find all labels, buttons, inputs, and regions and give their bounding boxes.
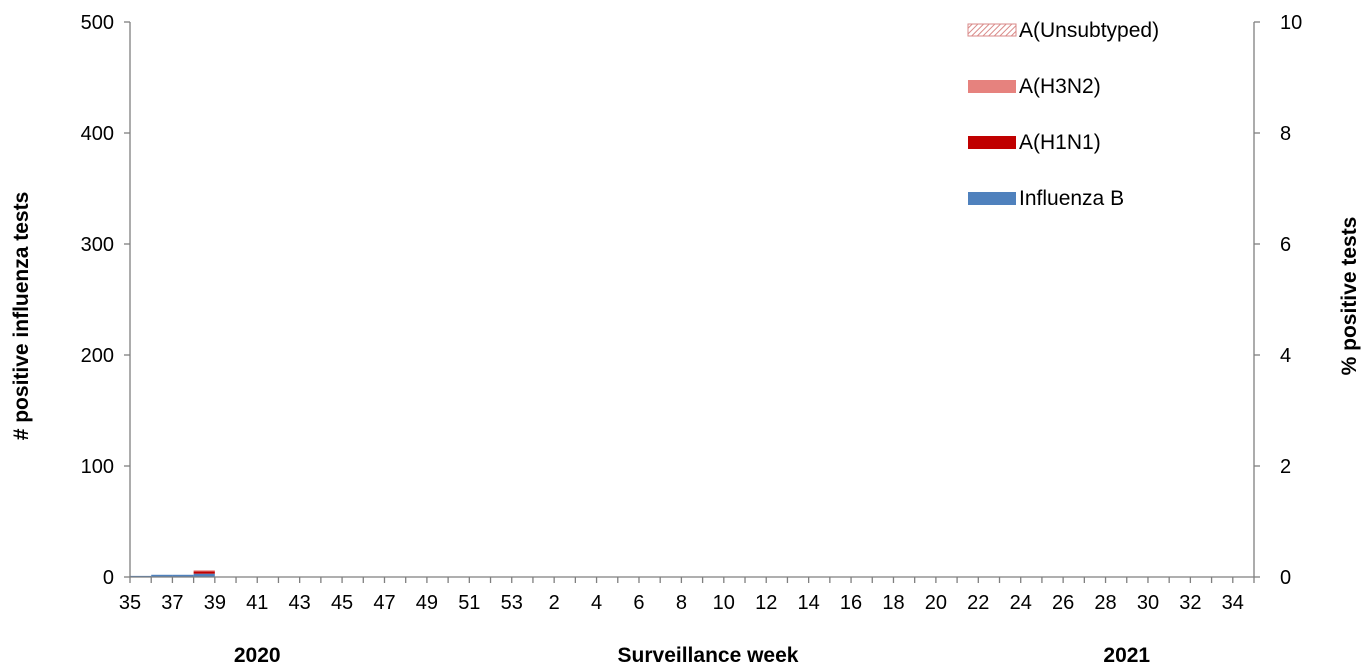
right-y-tick-label: 6 [1280, 234, 1291, 256]
right-y-tick-label: 2 [1280, 456, 1291, 478]
left-y-axis-title: # positive influenza tests [10, 192, 33, 441]
legend-label: A(H3N2) [1019, 75, 1101, 98]
x-tick-label: 51 [458, 592, 480, 614]
right-y-tick-label: 10 [1280, 12, 1302, 34]
x-tick-label: 4 [591, 592, 602, 614]
bar-a-h3n2 [193, 570, 215, 572]
x-tick-label: 10 [713, 592, 735, 614]
legend-swatch [968, 192, 1016, 205]
x-tick-label: 16 [840, 592, 862, 614]
legend: A(Unsubtyped) A(H3N2) A(H1N1) Influenza B [967, 19, 1159, 210]
left-y-tick-label: 0 [103, 567, 114, 589]
right-y-tick-label: 4 [1280, 345, 1291, 367]
x-tick-label: 28 [1094, 592, 1116, 614]
left-y-tick-label: 200 [81, 345, 114, 367]
legend-swatch [968, 80, 1016, 93]
x-tick-label: 6 [633, 592, 644, 614]
year-labels: 2020 2021 [234, 644, 1151, 665]
x-tick-label: 22 [967, 592, 989, 614]
x-axis-title: Surveillance week [618, 644, 799, 665]
x-tick-label: 34 [1222, 592, 1244, 614]
bar-influenza-b [193, 573, 215, 577]
left-y-tick-label: 400 [81, 123, 114, 145]
x-tick-label: 30 [1137, 592, 1159, 614]
x-tick-label: 24 [1010, 592, 1032, 614]
x-tick-label: 26 [1052, 592, 1074, 614]
x-tick-label: 18 [882, 592, 904, 614]
bar-influenza-b [151, 574, 173, 577]
x-tick-label: 39 [204, 592, 226, 614]
x-tick-label: 32 [1179, 592, 1201, 614]
right-y-tick-label: 0 [1280, 567, 1291, 589]
legend-label: Influenza B [1019, 187, 1124, 210]
bar-a-h1n1 [193, 571, 215, 574]
legend-swatch [968, 136, 1016, 149]
right-y-tick-label: 8 [1280, 123, 1291, 145]
x-tick-label: 41 [246, 592, 268, 614]
x-ticks: 35 37 39 41 43 45 47 49 51 53 2 4 6 8 10 12 14 16 18 20 22 24… [119, 577, 1255, 614]
left-y-tick-label: 500 [81, 12, 114, 34]
year-label: 2021 [1103, 644, 1150, 665]
right-y-ticks: 0 2 4 6 8 10 [1254, 12, 1302, 589]
left-y-tick-label: 300 [81, 234, 114, 256]
right-y-axis-title: % positive tests [1338, 217, 1361, 376]
year-label: 2020 [234, 644, 281, 665]
x-tick-label: 47 [373, 592, 395, 614]
bar-layer [130, 570, 215, 577]
bar-influenza-b [172, 574, 194, 577]
x-tick-label: 8 [676, 592, 687, 614]
x-tick-label: 35 [119, 592, 141, 614]
x-tick-label: 12 [755, 592, 777, 614]
x-tick-label: 2 [549, 592, 560, 614]
x-tick-label: 53 [501, 592, 523, 614]
legend-label: A(Unsubtyped) [1019, 19, 1159, 42]
x-tick-label: 49 [416, 592, 438, 614]
x-tick-label: 20 [925, 592, 947, 614]
x-tick-label: 45 [331, 592, 353, 614]
legend-swatch [967, 23, 1017, 37]
left-y-tick-label: 100 [81, 456, 114, 478]
x-tick-label: 14 [798, 592, 820, 614]
x-tick-label: 37 [161, 592, 183, 614]
x-tick-label: 43 [289, 592, 311, 614]
left-y-ticks: 0 100 200 300 400 500 [81, 12, 130, 589]
legend-label: A(H1N1) [1019, 131, 1101, 154]
